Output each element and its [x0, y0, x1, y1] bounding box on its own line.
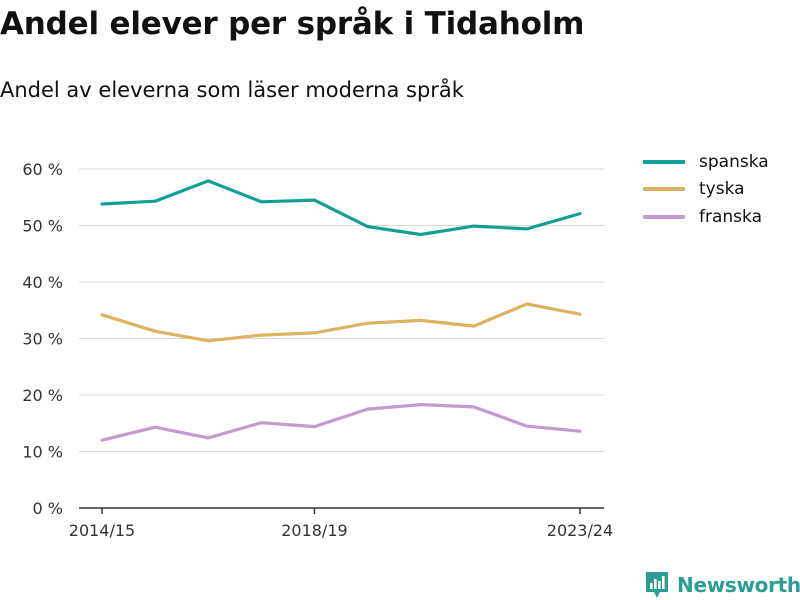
series-line-franska	[100, 403, 582, 442]
legend-item-tyska[interactable]: tyska	[643, 176, 769, 204]
y-tick-label-40: 40 %	[22, 273, 63, 292]
legend-item-franska[interactable]: franska	[643, 203, 769, 231]
series-line-spanska	[100, 179, 582, 237]
legend-item-spanska[interactable]: spanska	[643, 148, 769, 176]
y-tick-label-60: 60 %	[22, 160, 63, 179]
chart-subtitle: Andel av eleverna som läser moderna språ…	[0, 78, 464, 102]
legend-swatch-tyska	[643, 187, 685, 192]
chart-legend: spanska tyska franska	[643, 148, 769, 231]
series-line-tyska	[100, 302, 582, 343]
y-tick-label-20: 20 %	[22, 386, 63, 405]
legend-label-franska: franska	[699, 206, 762, 227]
legend-label-tyska: tyska	[699, 179, 745, 200]
brand-name: Newsworthy	[677, 573, 800, 597]
chart-title: Andel elever per språk i Tidaholm	[0, 6, 585, 42]
y-tick-label-30: 30 %	[22, 330, 63, 349]
legend-swatch-spanska	[643, 159, 685, 164]
x-tick-label-2023/24: 2023/24	[547, 521, 613, 540]
legend-swatch-franska	[643, 214, 685, 219]
y-tick-label-0: 0 %	[33, 499, 63, 518]
x-tick-label-2018/19: 2018/19	[281, 521, 347, 540]
legend-label-spanska: spanska	[699, 151, 769, 172]
y-tick-label-50: 50 %	[22, 217, 63, 236]
x-tick-label-2014/15: 2014/15	[69, 521, 135, 540]
y-tick-label-10: 10 %	[22, 443, 63, 462]
newsworthy-logo-icon	[646, 572, 668, 598]
newsworthy-brand[interactable]: Newsworthy	[644, 570, 800, 600]
